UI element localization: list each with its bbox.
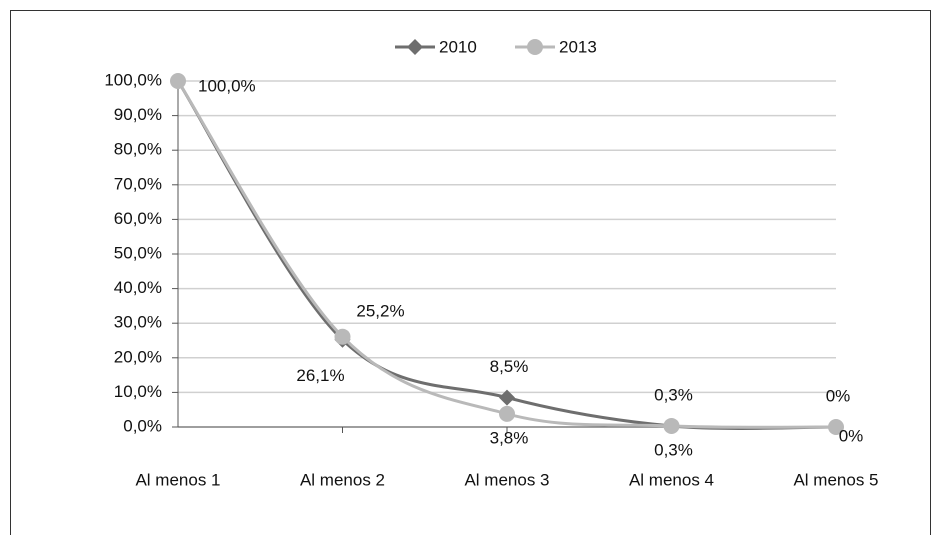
marker [499, 389, 515, 406]
series-line [176, 80, 837, 429]
legend-label: 2010 [439, 37, 477, 56]
y-tick-label: 0,0% [123, 416, 162, 435]
data-label: 100,0% [198, 76, 256, 95]
marker [499, 405, 515, 422]
y-tick-label: 30,0% [114, 313, 162, 332]
y-tick-label: 60,0% [114, 209, 162, 228]
data-label: 0% [839, 426, 864, 445]
x-tick-label: Al menos 3 [464, 470, 549, 489]
y-tick-label: 50,0% [114, 243, 162, 262]
data-label: 0,3% [654, 385, 693, 404]
x-tick-label: Al menos 2 [300, 470, 385, 489]
chart-frame [10, 10, 931, 535]
data-label: 26,1% [296, 366, 344, 385]
y-tick-label: 90,0% [114, 105, 162, 124]
y-tick-label: 40,0% [114, 278, 162, 297]
y-tick-label: 80,0% [114, 140, 162, 159]
marker [828, 419, 844, 435]
y-tick-label: 20,0% [114, 347, 162, 366]
x-tick-label: Al menos 4 [629, 470, 714, 489]
data-label: 8,5% [490, 357, 529, 376]
x-tick-label: Al menos 1 [135, 470, 220, 489]
legend-marker [527, 39, 543, 55]
data-label: 3,8% [490, 428, 529, 447]
marker [663, 417, 680, 434]
y-tick-label: 70,0% [114, 174, 162, 193]
legend-label: 2013 [559, 37, 597, 56]
data-label: 0,3% [654, 440, 693, 459]
marker [170, 73, 186, 89]
marker [334, 328, 351, 345]
y-tick-label: 10,0% [114, 382, 162, 401]
x-tick-label: Al menos 5 [793, 470, 878, 489]
data-label: 25,2% [356, 301, 404, 320]
y-tick-label: 100,0% [104, 70, 162, 89]
data-label: 0% [826, 386, 851, 405]
legend-marker [407, 39, 423, 55]
